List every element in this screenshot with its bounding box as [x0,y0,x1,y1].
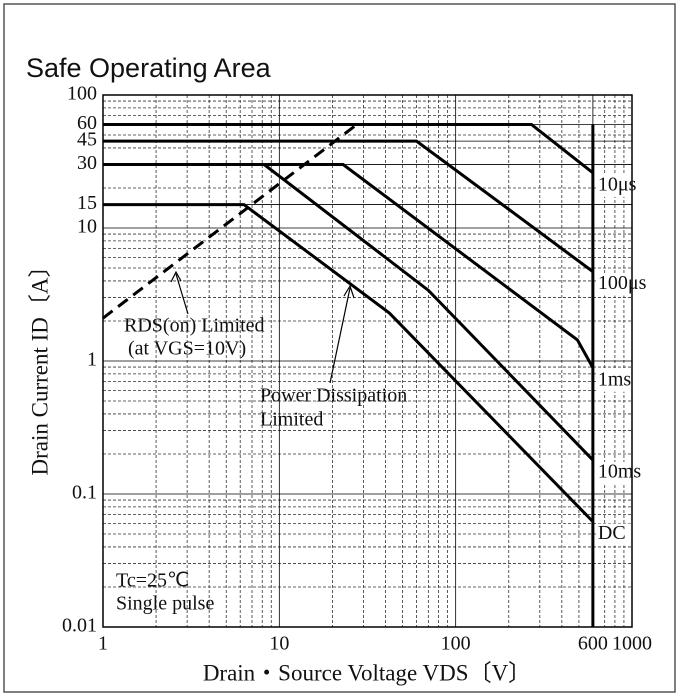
soa-line [103,123,594,174]
y-tick-label: 10 [77,216,97,238]
annotation: Power Dissipation [260,385,407,407]
label-bg [596,273,631,296]
x-tick-label: 1 [98,633,108,655]
annotation: Single pulse [116,593,214,615]
chart-title: Safe Operating Area [26,53,272,83]
y-tick-label: 45 [77,129,97,151]
y-tick-label: 15 [77,192,97,214]
series-label: DC [598,522,626,544]
series-label: 100μs [598,272,647,294]
label-bg [596,174,631,197]
annotation: Limited [260,409,323,431]
arrow-head [343,284,355,299]
y-tick-label: 0.1 [72,482,97,504]
plot-border [102,94,633,628]
annotation: (at VGS=10V) [128,338,246,360]
series-label: 10ms [598,461,642,483]
annotation: Tc=25℃ [116,570,189,592]
arrow [329,287,351,384]
soa-line [103,203,594,523]
x-tick-label: 10 [269,633,289,655]
soa-line [103,139,594,273]
label-bg [596,369,631,392]
x-axis-label: Drain・Source Voltage VDS〔V〕 [203,660,531,685]
y-tick-label: 1 [87,349,97,371]
y-tick-label: 60 [77,112,97,134]
soa-line [103,163,594,462]
series-label: 1ms [598,368,632,390]
label-bg [596,523,631,546]
arrow-head [170,270,182,283]
arrow [175,273,189,315]
x-tick-label: 100 [441,633,471,655]
y-axis-label: Drain Current ID〔A〕 [27,254,52,475]
series-label: 10μs [598,173,637,195]
label-bg [596,462,631,485]
y-tick-label: 0.01 [62,615,97,637]
rds-limit-line [102,123,358,320]
y-tick-label: 100 [67,83,97,105]
arrows [170,270,355,384]
x-tick-label: 1000 [612,633,652,655]
x-tick-label: 600 [578,633,608,655]
annotation: RDS(on) Limited [124,315,265,337]
y-tick-label: 30 [77,152,97,174]
